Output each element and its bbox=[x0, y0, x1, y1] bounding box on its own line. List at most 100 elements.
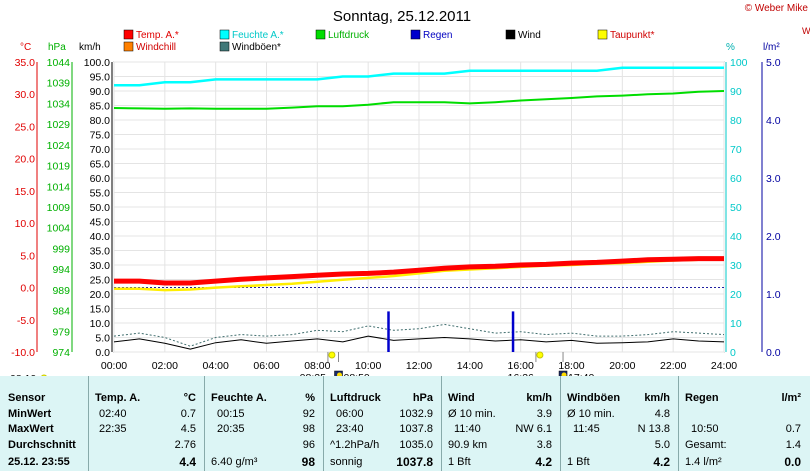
legend-label-1: Feuchte A.* bbox=[232, 30, 284, 41]
x-tick-label: 14:00 bbox=[457, 360, 483, 372]
sunrise-label: 08:25 bbox=[300, 372, 326, 376]
temp-min: 0.7 bbox=[180, 408, 196, 420]
stats-wind-column: Wind km/h Ø 10 min. 3.9 11:40 NW 6.1 90.… bbox=[442, 376, 561, 471]
temp-tick-label: 25.0 bbox=[15, 121, 36, 133]
stats-rain-column: Regen l/m² 10:50 0.7 Gesamt: 1.4 1.4 l/m… bbox=[679, 376, 809, 471]
hpa-tick-label: 984 bbox=[52, 306, 70, 318]
rain-max-time: 10:50 bbox=[691, 423, 719, 435]
gust-head: Windböen bbox=[567, 392, 621, 404]
pct-tick-label: 100 bbox=[730, 57, 748, 69]
weather-chart: Sonntag, 25.12.2011 © Weber Mike Temp. A… bbox=[10, 3, 810, 376]
temp-tick-label: 35.0 bbox=[15, 57, 36, 69]
moonset-label: 17:40 bbox=[568, 372, 594, 376]
wind-max-time: 11:40 bbox=[454, 423, 481, 435]
pct-tick-label: 90 bbox=[730, 86, 742, 98]
gust-unit: km/h bbox=[644, 392, 670, 404]
temp-tick-label: 0.0 bbox=[20, 283, 35, 295]
hum-min-time: 00:15 bbox=[217, 408, 245, 420]
temp-avg: 2.76 bbox=[174, 439, 196, 451]
moonrise-label: 08:50 bbox=[344, 372, 370, 376]
series-line-luftdruck bbox=[113, 90, 725, 110]
chart-axes: 35.0 30.0 25.0 20.0 15.0 10.0 5.0 0.0 -5.0 -10.0 1… bbox=[11, 57, 781, 372]
wind-max: NW 6.1 bbox=[515, 423, 552, 435]
kmh-tick-label: 20.0 bbox=[90, 289, 111, 301]
moon-glyph bbox=[337, 372, 343, 376]
press-head: Luftdruck bbox=[330, 392, 381, 404]
rain-head: Regen bbox=[685, 392, 719, 404]
kmh-tick-label: 80.0 bbox=[90, 115, 111, 127]
hpa-tick-label: 1004 bbox=[47, 223, 71, 235]
hpa-tick-label: 994 bbox=[52, 264, 70, 276]
temp-tick-label: 30.0 bbox=[15, 89, 36, 101]
kmh-tick-label: 5.0 bbox=[95, 333, 110, 345]
x-tick-label: 02:00 bbox=[152, 360, 178, 372]
series-line-feuchtea bbox=[114, 66, 724, 87]
right-edge-letter: W bbox=[802, 26, 810, 36]
legend-swatch-2 bbox=[315, 29, 326, 40]
press-min-time: 06:00 bbox=[336, 408, 364, 420]
temp-tick-label: -10.0 bbox=[11, 347, 35, 359]
hum-max-time: 20:35 bbox=[217, 423, 245, 435]
temp-tick-label: 10.0 bbox=[15, 218, 36, 230]
x-tick-label: 18:00 bbox=[558, 360, 584, 372]
row-label-sensor: Sensor bbox=[8, 392, 46, 404]
chart-title: Sonntag, 25.12.2011 bbox=[333, 8, 471, 25]
kmh-tick-label: 55.0 bbox=[90, 188, 111, 200]
kmh-tick-label: 85.0 bbox=[90, 101, 111, 113]
temp-unit: °C bbox=[183, 392, 196, 404]
row-label-current: 25.12. 23:55 bbox=[8, 456, 70, 468]
stats-temp-column: Temp. A. °C 02:40 0.7 22:35 4.5 2.76 4.4 bbox=[89, 376, 205, 471]
series-line-wind bbox=[113, 335, 725, 350]
kmh-tick-label: 65.0 bbox=[90, 159, 111, 171]
temp-tick-label: 20.0 bbox=[15, 154, 36, 166]
rain-tick-label: 0.0 bbox=[766, 347, 781, 359]
hpa-tick-label: 1014 bbox=[47, 181, 71, 193]
wind-avg-label: Ø 10 min. bbox=[448, 408, 496, 420]
temp-tick-label: 5.0 bbox=[20, 250, 35, 262]
legend-swatch-1 bbox=[219, 29, 230, 40]
hpa-tick-label: 979 bbox=[52, 326, 70, 338]
wind-bft: 1 Bft bbox=[448, 456, 471, 468]
pct-tick-label: 40 bbox=[730, 231, 742, 243]
x-tick-label: 10:00 bbox=[355, 360, 381, 372]
hpa-tick-label: 1044 bbox=[47, 57, 71, 69]
legend-label-3: Regen bbox=[423, 30, 452, 41]
pct-axis-unit: % bbox=[726, 42, 735, 53]
temp-axis-unit: °C bbox=[20, 42, 31, 53]
gust-max-time: 11:45 bbox=[573, 423, 600, 435]
statistics-panel: Sensor MinWert MaxWert Durchschnitt 25.1… bbox=[0, 376, 810, 471]
sun-moon-times: 08:10 08:25 16:36 08:50 17:40 bbox=[10, 351, 594, 376]
rain-unit: l/m² bbox=[781, 392, 801, 404]
wind-unit: km/h bbox=[526, 392, 552, 404]
rain-tick-label: 4.0 bbox=[766, 115, 781, 127]
x-tick-label: 24:00 bbox=[711, 360, 737, 372]
x-tick-label: 12:00 bbox=[406, 360, 432, 372]
series-line-tempa bbox=[114, 256, 724, 286]
kmh-tick-label: 10.0 bbox=[90, 318, 111, 330]
hpa-tick-label: 999 bbox=[52, 243, 70, 255]
rain-current: 0.0 bbox=[784, 455, 801, 469]
kmh-tick-label: 45.0 bbox=[90, 217, 111, 229]
hum-avg: 96 bbox=[302, 439, 315, 451]
legend-swatch-5 bbox=[597, 29, 608, 40]
kmh-tick-label: 95.0 bbox=[90, 72, 111, 84]
temp-min-time: 02:40 bbox=[99, 408, 127, 420]
hpa-tick-label: 989 bbox=[52, 285, 70, 297]
x-tick-label: 22:00 bbox=[660, 360, 686, 372]
pct-tick-label: 70 bbox=[730, 144, 742, 156]
pct-tick-label: 50 bbox=[730, 202, 742, 214]
rain-total: 1.4 bbox=[785, 439, 801, 451]
temp-current: 4.4 bbox=[179, 455, 196, 469]
daylight-start-label: 08:10 bbox=[10, 373, 36, 376]
press-avg: 1035.0 bbox=[399, 439, 433, 451]
legend-swatch-3 bbox=[410, 29, 421, 40]
hpa-tick-label: 1029 bbox=[47, 119, 71, 131]
press-max-time: 23:40 bbox=[336, 423, 364, 435]
hum-min: 92 bbox=[302, 408, 315, 420]
hum-abs: 6.40 g/m³ bbox=[211, 456, 258, 468]
rain-max: 0.7 bbox=[785, 423, 801, 435]
hum-head: Feuchte A. bbox=[211, 392, 267, 404]
wind-distance: 90.9 km bbox=[448, 439, 488, 451]
kmh-axis-unit: km/h bbox=[79, 42, 101, 53]
kmh-tick-label: 60.0 bbox=[90, 173, 111, 185]
